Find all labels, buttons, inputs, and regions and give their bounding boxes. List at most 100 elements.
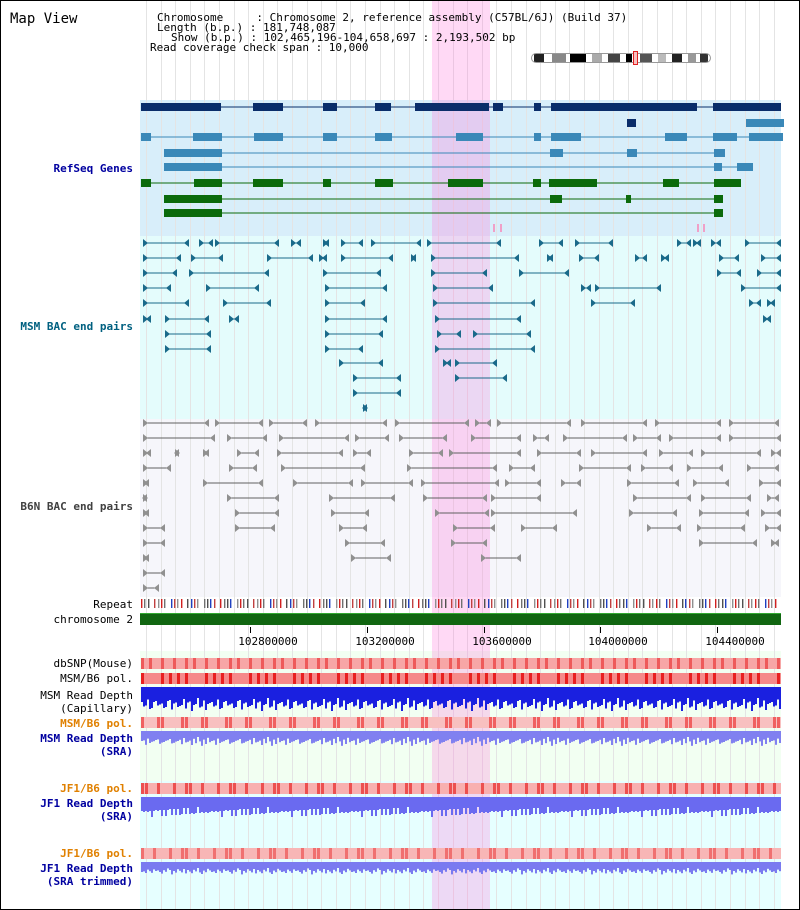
jf1-sra-depth-bar[interactable]: [503, 797, 505, 811]
jf1-sra-depth-bar[interactable]: [193, 797, 195, 814]
jf1-sra-depth-bar[interactable]: [379, 797, 381, 809]
bac-end-marker[interactable]: [296, 239, 301, 247]
jf1-trimmed-depth-bar[interactable]: [543, 862, 545, 870]
msm-capillary-depth-bar[interactable]: [359, 687, 361, 709]
repeat-element[interactable]: [659, 599, 661, 608]
jf1-trimmed-depth-bar[interactable]: [149, 862, 151, 872]
bac-end-marker[interactable]: [208, 239, 213, 247]
msm-sra-depth-bar[interactable]: [747, 731, 749, 742]
msm-sra-depth-bar[interactable]: [557, 731, 559, 738]
msm-sra-depth-bar[interactable]: [533, 731, 535, 738]
bac-end-marker[interactable]: [338, 449, 343, 457]
msm-capillary-depth-bar[interactable]: [635, 687, 637, 706]
msm-sra-depth-bar[interactable]: [767, 731, 769, 738]
msm-sra-depth-bar[interactable]: [443, 731, 445, 742]
msm-capillary-depth-bar[interactable]: [711, 687, 713, 708]
bac-end-marker[interactable]: [411, 254, 416, 262]
bac-end-marker[interactable]: [433, 299, 438, 307]
jf1-sra-depth-bar[interactable]: [161, 797, 163, 816]
msm-capillary-depth-bar[interactable]: [577, 687, 579, 706]
msm-capillary-depth-bar[interactable]: [441, 687, 443, 704]
repeat-element[interactable]: [491, 599, 493, 608]
msm-capillary-depth-bar[interactable]: [661, 687, 663, 710]
msm-sra-depth-bar[interactable]: [495, 731, 497, 745]
jf1-trimmed-depth-bar[interactable]: [227, 862, 229, 871]
bac-end-marker[interactable]: [776, 479, 781, 487]
msm-capillary-depth-bar[interactable]: [185, 687, 187, 709]
bac-end-marker[interactable]: [488, 284, 493, 292]
msm-pol-sra-stripe[interactable]: [181, 717, 184, 728]
repeat-element[interactable]: [336, 599, 338, 608]
jf1-sra-depth-bar[interactable]: [179, 797, 181, 815]
jf1-trimmed-depth-bar[interactable]: [283, 862, 285, 872]
bac-end-marker[interactable]: [353, 389, 358, 397]
jf1-sra-depth-bar[interactable]: [177, 797, 179, 809]
bac-end-marker[interactable]: [749, 299, 754, 307]
repeat-element[interactable]: [732, 599, 734, 608]
jf1-trimmed-depth-bar[interactable]: [529, 862, 531, 871]
jf1-sra-depth-bar[interactable]: [327, 797, 329, 808]
jf1-sra-depth-bar[interactable]: [755, 797, 757, 813]
msm-capillary-depth-bar[interactable]: [257, 687, 259, 703]
bac-end-marker[interactable]: [323, 269, 328, 277]
jf1-trimmed-depth-bar[interactable]: [281, 862, 283, 872]
repeat-element[interactable]: [517, 599, 519, 608]
bac-end-marker[interactable]: [360, 299, 365, 307]
msm-capillary-depth-bar[interactable]: [699, 687, 701, 703]
bac-end-marker[interactable]: [774, 419, 779, 427]
jf1-trimmed-depth-bar[interactable]: [563, 862, 565, 872]
msm-pol-stripe[interactable]: [757, 673, 760, 684]
jf1-trimmed-depth-bar[interactable]: [681, 862, 683, 874]
msm-capillary-depth-bar[interactable]: [213, 687, 215, 707]
msm-capillary-depth-bar[interactable]: [683, 687, 685, 705]
bac-end-marker[interactable]: [302, 419, 307, 427]
jf1-sra-depth-bar[interactable]: [739, 797, 741, 815]
jf1-trimmed-depth-bar[interactable]: [357, 862, 359, 870]
msm-pol-stripe[interactable]: [661, 673, 664, 684]
msm-capillary-depth-bar[interactable]: [625, 687, 627, 710]
msm-pol-sra-stripe[interactable]: [381, 717, 384, 728]
dbsnp-stripe[interactable]: [281, 658, 284, 669]
jf1-pol-stripe[interactable]: [377, 783, 380, 794]
msm-capillary-depth-bar[interactable]: [469, 687, 471, 702]
gene-exon[interactable]: [749, 133, 783, 141]
gene-exon[interactable]: [164, 209, 222, 217]
msm-sra-depth-bar[interactable]: [653, 731, 655, 742]
repeat-element[interactable]: [600, 599, 602, 608]
dbsnp-stripe[interactable]: [393, 658, 396, 669]
msm-sra-depth-bar[interactable]: [663, 731, 665, 743]
msm-sra-depth-bar[interactable]: [335, 731, 337, 744]
msm-capillary-depth-bar[interactable]: [435, 687, 437, 701]
msm-sra-depth-bar[interactable]: [627, 731, 629, 738]
msm-sra-depth-bar[interactable]: [363, 731, 365, 742]
jf1-trimmed-depth-bar[interactable]: [413, 862, 415, 871]
msm-sra-depth-bar[interactable]: [445, 731, 447, 741]
msm-capillary-depth-bar[interactable]: [345, 687, 347, 710]
bac-end-marker[interactable]: [353, 449, 358, 457]
jf1-sra-depth-bar[interactable]: [347, 797, 349, 813]
dbsnp-stripe[interactable]: [469, 658, 472, 669]
dbsnp-stripe[interactable]: [481, 658, 484, 669]
jf1-trimmed-depth-bar[interactable]: [423, 862, 425, 872]
msm-sra-depth-bar[interactable]: [331, 731, 333, 745]
jf1-sra-depth-bar[interactable]: [415, 797, 417, 812]
jf1-sra-depth-bar[interactable]: [451, 797, 453, 815]
msm-pol-sra-stripe[interactable]: [489, 717, 492, 728]
msm-pol-stripe[interactable]: [361, 673, 364, 684]
jf1-trimmed-depth-bar[interactable]: [195, 862, 197, 872]
msm-capillary-depth-bar[interactable]: [331, 687, 333, 711]
jf1-trimmed-depth-bar[interactable]: [381, 862, 383, 875]
jf1-trimmed-depth-bar[interactable]: [567, 862, 569, 870]
msm-capillary-depth-bar[interactable]: [609, 687, 611, 702]
msm-sra-depth-bar[interactable]: [511, 731, 513, 743]
msm-sra-depth-bar[interactable]: [343, 731, 345, 740]
msm-sra-depth-bar[interactable]: [171, 731, 173, 744]
msm-capillary-depth-bar[interactable]: [353, 687, 355, 707]
bac-end-marker[interactable]: [143, 584, 148, 592]
bac-end-marker[interactable]: [270, 524, 275, 532]
jf1-pol-trim-stripe[interactable]: [445, 848, 448, 859]
msm-sra-depth-bar[interactable]: [567, 731, 569, 739]
msm-capillary-depth-bar[interactable]: [749, 687, 751, 702]
jf1-trimmed-depth-bar[interactable]: [629, 862, 631, 871]
msm-capillary-depth-bar[interactable]: [145, 687, 147, 706]
